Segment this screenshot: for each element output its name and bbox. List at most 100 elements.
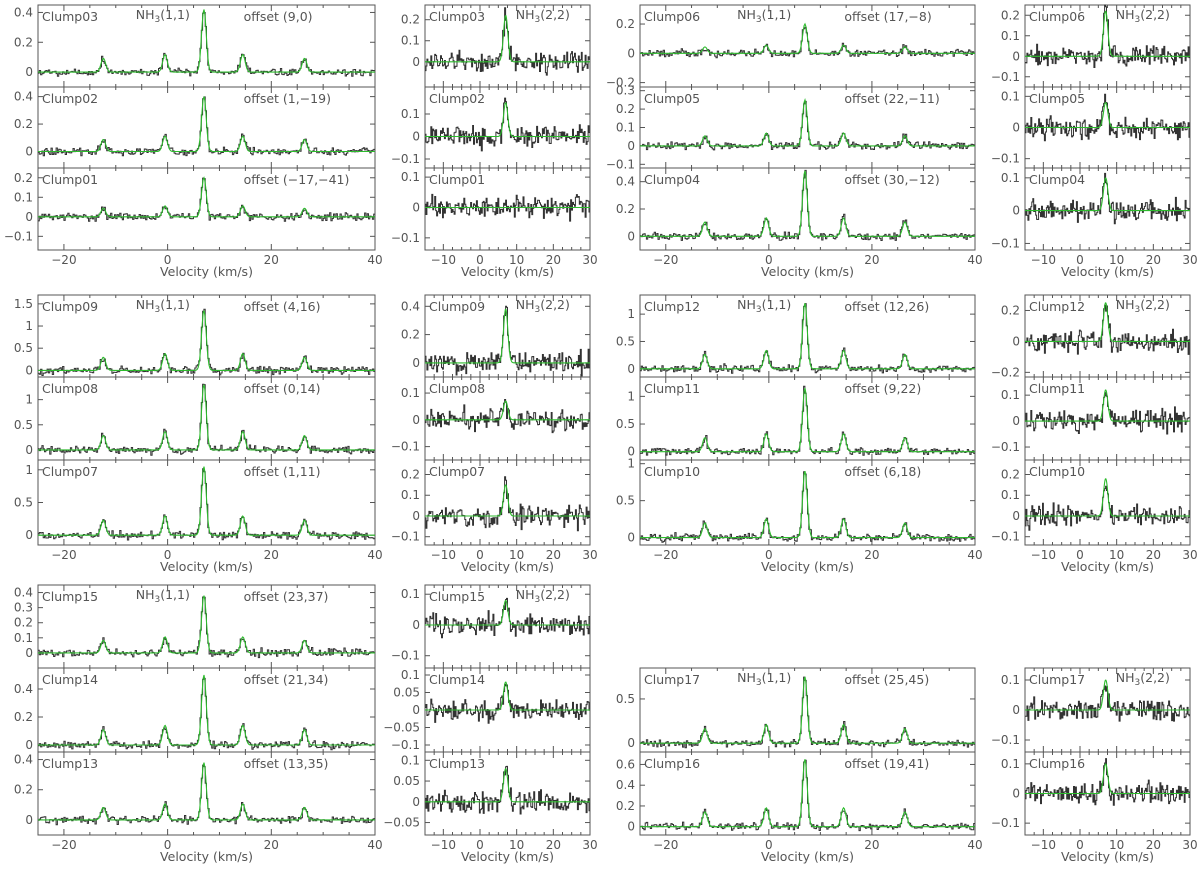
- spectrum-panel-clump05-nh3-11: −0.1 0 0.1 0.2 0.3 Clump05 offset (22,−11): [606, 84, 976, 171]
- fitted-spectrum: [425, 599, 590, 626]
- y-tick-label: 0.4: [14, 90, 33, 104]
- x-tick-label: 20: [264, 838, 279, 852]
- clump-label: Clump14: [42, 672, 98, 687]
- clump-label: Clump14: [429, 672, 485, 687]
- spectrum-panel-clump01-nh3-11: −0.1 0 0.1 0.2 −20 0 20 40 Clump01 offset (−17,−4…: [4, 167, 383, 267]
- x-tick-label: 10: [509, 838, 524, 852]
- y-tick-label: 0.2: [401, 328, 420, 342]
- y-tick-label: 0: [627, 531, 635, 545]
- y-tick-label: 0.2: [1001, 8, 1020, 22]
- clump-label: Clump12: [1029, 299, 1085, 314]
- observed-spectrum: [38, 677, 375, 751]
- y-tick-label: −0.1: [391, 649, 420, 663]
- y-tick-label: 0.1: [1001, 388, 1020, 402]
- y-tick-label: 1.5: [14, 297, 33, 311]
- y-tick-label: −0.1: [391, 231, 420, 245]
- fitted-spectrum: [38, 96, 375, 153]
- observed-spectrum: [425, 97, 590, 152]
- clump-label: Clump07: [42, 464, 98, 479]
- line-label-nh3-11: NH3(1,1): [737, 297, 791, 315]
- y-tick-label: −0.1: [391, 738, 420, 752]
- x-tick-label: 20: [546, 548, 561, 562]
- x-tick-label: 0: [765, 253, 773, 267]
- fitted-spectrum: [38, 674, 375, 746]
- spectrum-panel-clump11-nh3-11: 0 0.5 1 Clump11 offset (9,22): [616, 376, 976, 461]
- fitted-spectrum: [38, 466, 375, 536]
- offset-label: offset (22,−11): [844, 91, 939, 106]
- y-tick-label: −0.2: [606, 76, 635, 90]
- y-tick-label: 0.4: [14, 682, 33, 696]
- spectrum-panel-clump02-nh3-22: −0.1 0 0.1 Clump02: [391, 86, 591, 169]
- fitted-spectrum: [640, 387, 975, 453]
- offset-label: offset (12,26): [844, 299, 929, 314]
- spectrum-panel-clump13-nh3-22: −0.05 0 0.05 0.1 −10 0 10 20 30 Clump13: [383, 751, 598, 852]
- fitted-spectrum: [425, 102, 590, 138]
- y-tick-label: 0.5: [14, 341, 33, 355]
- fitted-spectrum: [38, 9, 375, 73]
- y-tick-label: 0.5: [616, 692, 635, 706]
- x-tick-label: 40: [967, 838, 982, 852]
- x-tick-label: 30: [582, 253, 597, 267]
- fitted-spectrum: [640, 22, 975, 54]
- panel-frame: [37, 751, 376, 836]
- panel-frame: [37, 167, 376, 251]
- x-tick-label: 20: [1146, 838, 1161, 852]
- observed-spectrum: [38, 383, 375, 456]
- y-tick-label: 1: [627, 389, 635, 403]
- spectrum-panel-clump03-nh3-11: 0 0.2 0.4 Clump03 offset (9,0) NH3(1,1): [14, 4, 376, 88]
- y-tick-label: 0.1: [401, 386, 420, 400]
- fitted-spectrum: [38, 310, 375, 371]
- y-tick-label: 0.1: [1001, 757, 1020, 771]
- clump-label: Clump03: [42, 9, 98, 24]
- y-tick-label: 0: [25, 210, 33, 224]
- fitted-spectrum: [1025, 478, 1190, 517]
- x-tick-label: 10: [509, 253, 524, 267]
- y-tick-label: 0: [627, 46, 635, 60]
- spectrum-panel-clump07-nh3-11: 0 0.5 1 −20 0 20 40 Clump07 offset (1,11): [14, 459, 383, 562]
- clump-label: Clump08: [42, 381, 98, 396]
- line-label-nh3-22: NH3(2,2): [1116, 7, 1170, 25]
- y-tick-label: 0.1: [401, 107, 420, 121]
- clump-label: Clump08: [429, 381, 485, 396]
- fitted-spectrum: [1025, 10, 1190, 57]
- spectrum-panel-clump10-nh3-22: −0.1 0 0.1 0.2 −10 0 10 20 30 Clump10: [991, 459, 1198, 562]
- fitted-spectrum: [1025, 177, 1190, 212]
- spectrum-panel-clump04-nh3-11: 0 0.2 0.4 −20 0 20 40 Clump04 offset (30,−12): [616, 167, 983, 267]
- x-tick-label: 0: [476, 548, 484, 562]
- x-tick-label: 30: [1182, 838, 1197, 852]
- x-tick-label: 20: [864, 838, 879, 852]
- y-tick-label: 0: [25, 443, 33, 457]
- y-tick-label: 0.2: [14, 710, 33, 724]
- x-axis-title: Velocity (km/s): [1061, 849, 1154, 864]
- clump-label: Clump02: [42, 91, 98, 106]
- y-tick-label: 0: [25, 738, 33, 752]
- clump-label: Clump15: [429, 589, 485, 604]
- y-tick-label: 0.1: [1001, 171, 1020, 185]
- spectrum-panel-clump12-nh3-11: 0 0.5 1 Clump12 offset (12,26) NH3(1,1): [616, 294, 976, 378]
- offset-label: offset (13,35): [244, 756, 329, 771]
- clump-label: Clump03: [429, 9, 485, 24]
- x-axis-title: Velocity (km/s): [761, 559, 854, 574]
- y-tick-label: −0.1: [991, 530, 1020, 544]
- y-tick-label: −0.1: [991, 70, 1020, 84]
- y-tick-label: 0.4: [14, 5, 33, 19]
- x-tick-label: 20: [1146, 548, 1161, 562]
- x-axis-title: Velocity (km/s): [461, 849, 554, 864]
- fitted-spectrum: [1025, 102, 1190, 129]
- offset-label: offset (19,41): [844, 756, 929, 771]
- observed-spectrum: [425, 476, 590, 532]
- y-tick-label: 0.1: [401, 488, 420, 502]
- clump-label: Clump01: [42, 172, 98, 187]
- x-tick-label: 10: [1109, 838, 1124, 852]
- y-tick-label: 0: [25, 813, 33, 827]
- x-axis-title: Velocity (km/s): [160, 849, 253, 864]
- line-label-nh3-11: NH3(1,1): [136, 7, 190, 25]
- y-tick-label: 0.5: [14, 496, 33, 510]
- clump-label: Clump13: [42, 756, 98, 771]
- x-tick-label: −10: [1031, 838, 1056, 852]
- x-tick-label: −20: [653, 548, 678, 562]
- y-tick-label: 0.2: [14, 117, 33, 131]
- fitted-spectrum: [640, 759, 975, 828]
- offset-label: offset (17,−8): [844, 9, 931, 24]
- x-tick-label: 20: [864, 548, 879, 562]
